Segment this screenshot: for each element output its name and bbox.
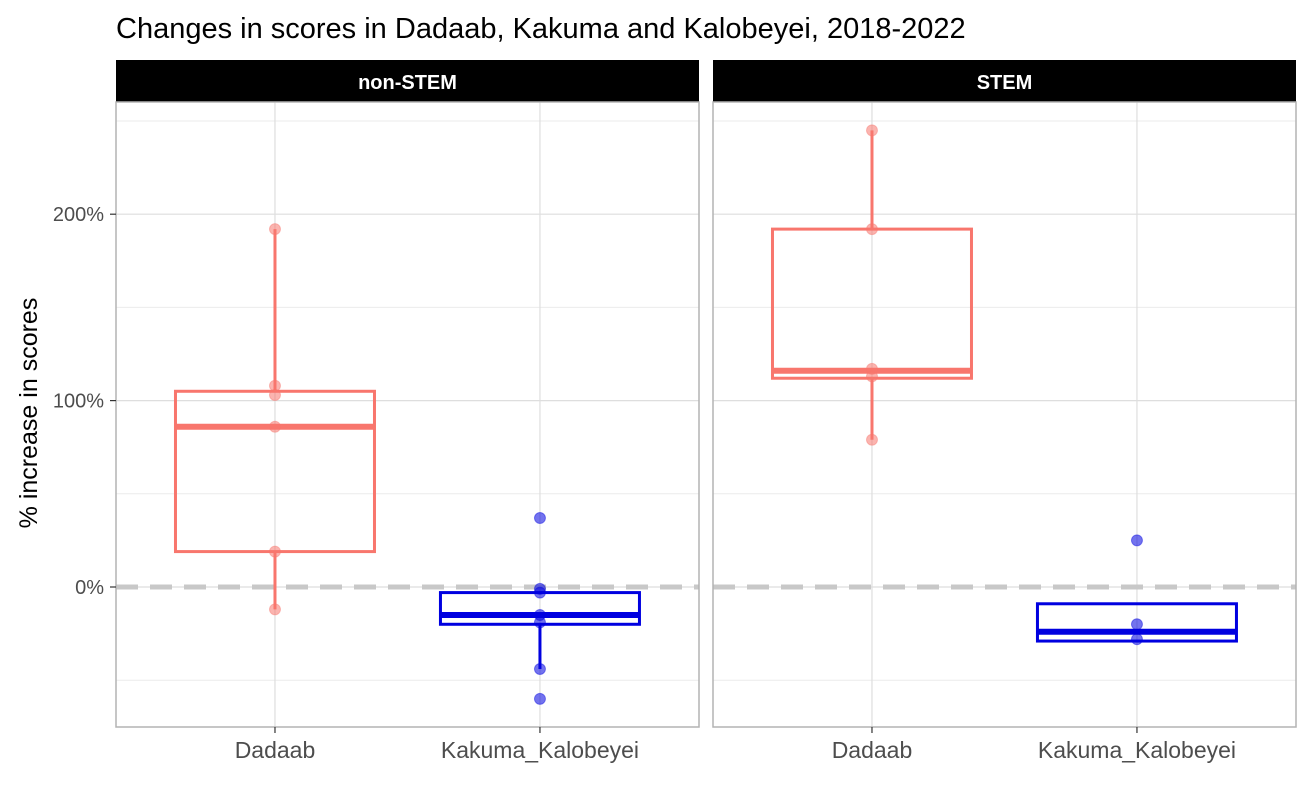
y-tick-label: 100% bbox=[53, 391, 104, 413]
y-tick-label: 200% bbox=[53, 204, 104, 226]
data-point bbox=[268, 223, 281, 236]
box-non-stem-dadaab bbox=[173, 223, 376, 616]
facet-strip-label-non-stem: non-STEM bbox=[358, 72, 457, 94]
data-point bbox=[268, 389, 281, 402]
data-point bbox=[865, 433, 878, 446]
data-point bbox=[533, 616, 546, 629]
facet-panels: non-STEM Dadaab Kakuma_Kalobeyei STEM Dadaab… bbox=[53, 60, 1297, 763]
data-point bbox=[268, 420, 281, 433]
box-non-stem-kakuma-kalobeyei bbox=[438, 512, 641, 705]
data-point bbox=[865, 124, 878, 137]
panel-border-non-stem bbox=[115, 101, 700, 728]
x-tick-label: Kakuma_Kalobeyei bbox=[441, 737, 639, 763]
data-point bbox=[533, 586, 546, 599]
chart-title: Changes in scores in Dadaab, Kakuma and … bbox=[116, 13, 966, 45]
box-stem-kakuma-kalobeyei bbox=[1035, 534, 1238, 646]
x-tick-label: Dadaab bbox=[832, 737, 913, 763]
facet-strip-non-stem bbox=[116, 60, 699, 102]
data-point bbox=[1130, 534, 1143, 547]
data-point bbox=[1130, 633, 1143, 646]
data-point bbox=[1130, 618, 1143, 631]
facet-strip-label-stem: STEM bbox=[977, 72, 1033, 94]
data-point bbox=[533, 663, 546, 676]
facet-strip-stem bbox=[713, 60, 1296, 102]
x-tick-label: Kakuma_Kalobeyei bbox=[1038, 737, 1236, 763]
data-point bbox=[268, 545, 281, 558]
data-point bbox=[865, 223, 878, 236]
data-point bbox=[865, 370, 878, 383]
x-tick-label: Dadaab bbox=[235, 737, 316, 763]
data-point bbox=[533, 512, 546, 525]
y-axis-title: % increase in scores bbox=[15, 298, 43, 529]
data-point bbox=[533, 692, 546, 705]
panel-border-stem bbox=[712, 101, 1297, 728]
box-stem-dadaab bbox=[770, 124, 973, 446]
y-tick-label: 0% bbox=[75, 577, 104, 599]
data-point bbox=[268, 603, 281, 616]
